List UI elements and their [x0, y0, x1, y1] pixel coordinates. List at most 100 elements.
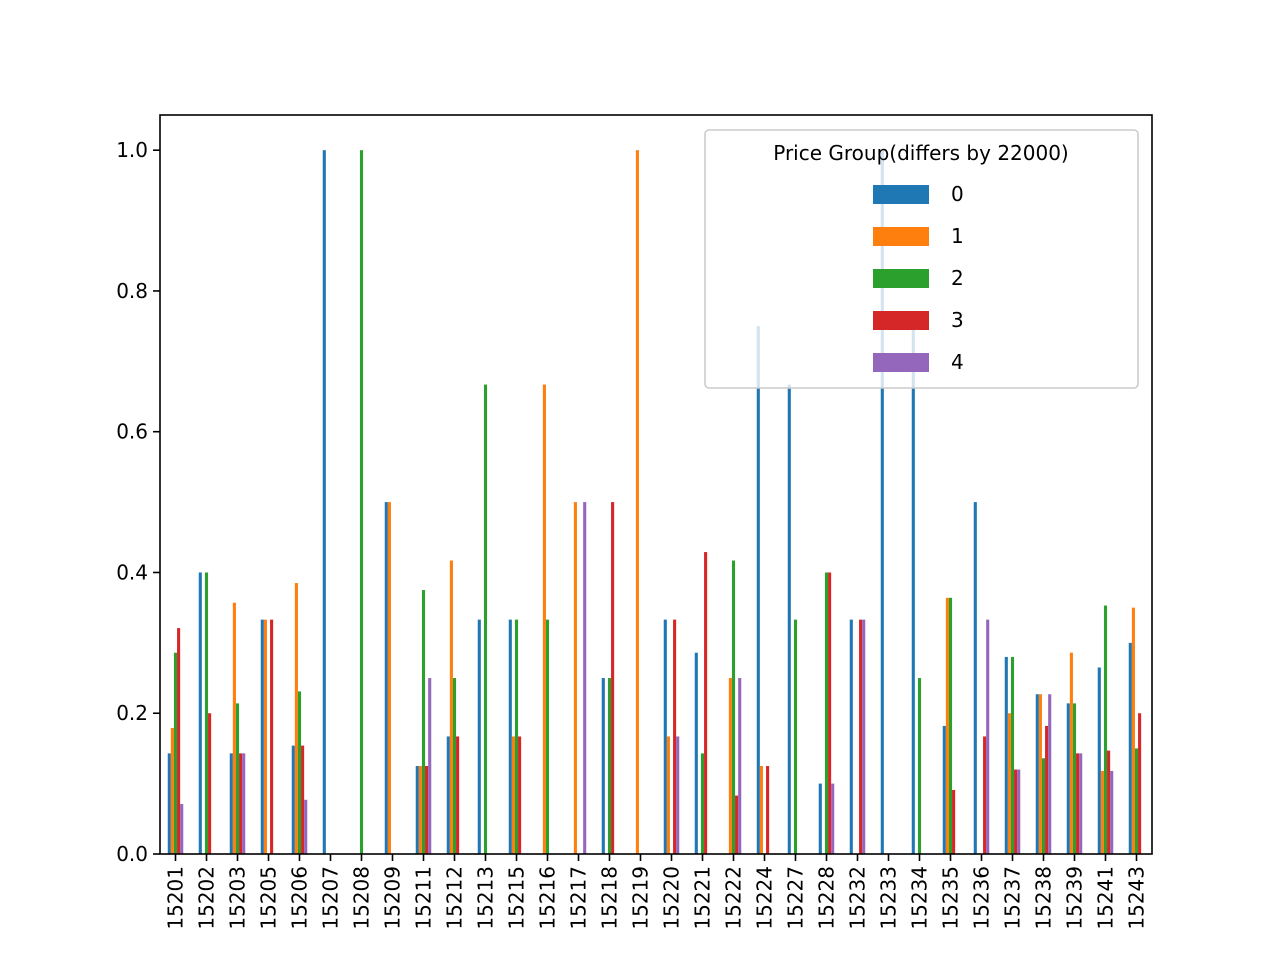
bar-15206-group-1	[294, 583, 298, 854]
legend-swatch-0	[873, 185, 929, 204]
bar-15228-group-2	[824, 572, 829, 854]
legend: Price Group(differs by 22000) 0 1 2 3 4	[704, 129, 1139, 389]
bar-15217-group-1	[573, 502, 577, 854]
bar-15237-group-3	[1014, 769, 1018, 854]
bar-15218-group-2	[607, 678, 612, 854]
bar-15202-group-3	[208, 713, 212, 854]
bar-15241-group-4	[1110, 770, 1114, 854]
bar-15212-group-3	[456, 736, 460, 854]
x-tick-label: 15222	[722, 866, 746, 930]
legend-items: 0 1 2 3 4	[873, 182, 964, 374]
bar-15232-group-3	[859, 619, 863, 854]
bar-15221-group-0	[694, 652, 698, 854]
bar-15217-group-4	[583, 502, 587, 854]
bar-15239-group-1	[1069, 652, 1073, 854]
bar-15236-group-0	[973, 502, 977, 854]
x-tick-label: 15219	[629, 866, 653, 930]
x-tick-label: 15217	[567, 866, 591, 930]
bar-15203-group-2	[235, 703, 240, 854]
legend-label-0: 0	[951, 182, 964, 206]
x-tick-label: 15221	[691, 866, 715, 930]
x-tick-label: 15227	[784, 866, 808, 930]
x-tick-label: 15216	[536, 866, 560, 930]
x-tick-label: 15220	[660, 866, 684, 930]
bar-15232-group-0	[849, 619, 853, 854]
bar-15203-group-1	[232, 602, 236, 854]
bar-15220-group-0	[663, 619, 667, 854]
bar-15239-group-2	[1072, 703, 1077, 854]
bar-15243-group-3	[1138, 713, 1142, 854]
x-tick-label: 15234	[908, 866, 932, 930]
bar-15222-group-3	[735, 795, 739, 854]
plot-frame	[159, 114, 1153, 855]
bar-15201-group-2	[173, 652, 178, 854]
x-tick-label: 15218	[598, 866, 622, 930]
y-tick-label: 0.6	[116, 420, 148, 444]
bar-15211-group-1	[418, 766, 422, 854]
y-tick-label: 0.8	[116, 279, 148, 303]
legend-label-2: 2	[951, 266, 964, 290]
y-tick-label: 0.2	[116, 701, 148, 725]
bar-15236-group-4	[986, 619, 990, 854]
bar-15212-group-0	[446, 736, 450, 854]
x-axis: 15201 15202 15203 15205 15206 15207 15208 15209…	[164, 854, 1149, 930]
bar-15235-group-2	[948, 597, 953, 854]
bar-15222-group-2	[731, 560, 736, 854]
bar-15235-group-0	[942, 725, 946, 854]
x-tick-label: 15224	[753, 866, 777, 930]
bar-15222-group-1	[728, 678, 732, 854]
y-tick-label: 0.4	[116, 560, 148, 584]
bar-15215-group-3	[518, 736, 522, 854]
bar-15201-group-1	[170, 728, 174, 854]
bar-15224-group-3	[766, 766, 770, 854]
x-tick-label: 15232	[846, 866, 870, 930]
bar-15215-group-2	[514, 619, 519, 854]
bar-15205-group-1	[263, 619, 267, 854]
x-tick-label: 15239	[1063, 866, 1087, 930]
x-tick-label: 15228	[815, 866, 839, 930]
bar-15220-group-3	[673, 619, 677, 854]
bar-15203-group-4	[242, 753, 246, 854]
bar-15236-group-3	[983, 736, 987, 854]
x-tick-label: 15238	[1032, 866, 1056, 930]
bar-15222-group-4	[738, 678, 742, 854]
bar-15237-group-2	[1010, 656, 1015, 854]
bar-15205-group-0	[260, 619, 264, 854]
bar-15227-group-0	[787, 384, 791, 854]
bar-15235-group-3	[952, 789, 956, 854]
bar-15215-group-1	[511, 736, 515, 854]
bar-15218-group-3	[611, 502, 615, 854]
legend-frame	[704, 129, 1139, 389]
bar-15203-group-0	[229, 753, 233, 854]
bar-15220-group-1	[666, 736, 670, 854]
bar-15202-group-2	[204, 572, 209, 854]
bar-15238-group-3	[1045, 725, 1049, 854]
x-tick-label: 15215	[505, 866, 529, 930]
bar-15221-group-3	[704, 552, 708, 854]
legend-swatch-4	[873, 353, 929, 372]
bar-15228-group-4	[831, 783, 835, 854]
bar-15243-group-2	[1134, 748, 1139, 854]
bar-15238-group-0	[1035, 694, 1039, 854]
bar-15207-group-0	[322, 150, 326, 854]
y-axis: 0.0 0.2 0.4 0.6 0.8 1.0	[116, 138, 160, 866]
bar-15206-group-0	[291, 745, 295, 854]
x-tick-label: 15208	[350, 866, 374, 930]
bar-15208-group-2	[359, 150, 364, 854]
bar-15243-group-1	[1131, 607, 1135, 854]
bar-15235-group-1	[945, 597, 949, 854]
x-tick-label: 15201	[164, 866, 188, 930]
bar-15211-group-4	[428, 678, 432, 854]
bar-15237-group-0	[1004, 656, 1008, 854]
bar-15218-group-0	[601, 678, 605, 854]
bar-15224-group-0	[756, 326, 760, 854]
bar-15234-group-2	[917, 678, 922, 854]
bar-15209-group-0	[384, 502, 388, 854]
legend-swatch-2	[873, 269, 929, 288]
bar-15227-group-2	[793, 619, 798, 854]
bar-15239-group-0	[1066, 703, 1070, 854]
bar-15201-group-0	[167, 753, 171, 854]
y-tick-label: 1.0	[116, 138, 148, 162]
legend-swatch-1	[873, 227, 929, 246]
